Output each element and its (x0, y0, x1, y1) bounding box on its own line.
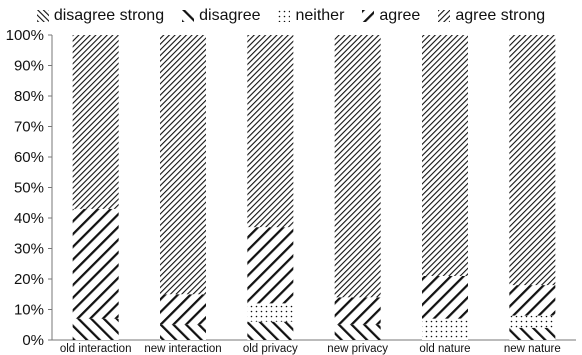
legend-label: disagree strong (53, 7, 165, 24)
legend-swatch-disagree (182, 10, 195, 22)
y-tick-label: 10% (14, 302, 44, 319)
bar-segment-old-nature-agree (422, 275, 468, 319)
legend-swatch-neither (278, 10, 291, 22)
bar-segment-old-nature-agree-strong (422, 35, 468, 276)
x-tick-label: old interaction (60, 343, 132, 355)
legend-item-neither: neither (278, 7, 344, 25)
legend-swatch-agree-strong (438, 10, 451, 22)
bar-segment-new-privacy-agree-strong (334, 35, 381, 298)
legend-label: disagree (199, 7, 261, 24)
bar-segment-new-nature-agree (509, 285, 556, 316)
bar-segment-new-privacy-disagree (334, 324, 381, 340)
bar-segment-old-interaction-agree-strong (72, 35, 119, 209)
legend-label: agree strong (455, 7, 546, 24)
bar-segment-old-privacy-neither (247, 303, 294, 322)
y-tick-label: 20% (14, 271, 44, 288)
bar-segment-new-interaction-disagree (160, 324, 206, 340)
bars (72, 35, 556, 340)
bar-segment-new-nature-agree-strong (509, 35, 556, 286)
x-tick-label: new interaction (144, 343, 221, 355)
bar-segment-old-privacy-agree-strong (247, 35, 294, 228)
bar-segment-new-interaction-agree-strong (160, 35, 206, 295)
y-tick-label: 70% (14, 119, 44, 136)
y-tick-label: 50% (14, 180, 44, 197)
bar-segment-new-nature-neither (509, 315, 556, 328)
bar-segment-old-interaction-disagree (72, 318, 119, 340)
bar-segment-old-privacy-disagree (247, 321, 294, 340)
y-tick-label: 60% (14, 149, 44, 166)
y-tick-label: 100% (6, 27, 44, 44)
x-tick-label: old nature (419, 343, 470, 355)
legend-swatch-agree (362, 10, 375, 22)
legend-item-disagree-strong: disagree strong (36, 7, 165, 25)
legend-item-agree-strong: agree strong (438, 7, 545, 25)
y-tick-label: 30% (14, 241, 44, 258)
bar-segment-new-privacy-agree (334, 297, 381, 325)
axes (48, 34, 576, 341)
axis-labels: 0% 10% 20% 30% 40% 50% 60% 70% 80% 90% 100% old int… (6, 27, 561, 355)
bar-segment-new-nature-disagree (509, 327, 556, 340)
y-tick-label: 40% (14, 210, 44, 227)
x-tick-label: old privacy (243, 343, 298, 355)
y-tick-label: 0% (22, 332, 44, 349)
x-tick-label: new privacy (327, 343, 388, 355)
legend-item-agree: agree (362, 7, 420, 25)
y-tick-label: 90% (14, 58, 44, 75)
legend-swatch-disagree-strong (36, 10, 49, 22)
y-tick-label: 80% (14, 88, 44, 105)
legend: disagree strong disagree neither agree agree… (0, 4, 582, 28)
legend-label: agree (379, 7, 421, 24)
bar-segment-old-privacy-agree (247, 227, 294, 304)
bar-segment-old-nature-neither (422, 318, 468, 340)
legend-label: neither (295, 7, 345, 24)
legend-item-disagree: disagree (182, 7, 260, 25)
bar-segment-new-interaction-agree (160, 294, 206, 325)
x-tick-label: new nature (504, 343, 561, 355)
bar-segment-old-interaction-agree (72, 208, 119, 319)
